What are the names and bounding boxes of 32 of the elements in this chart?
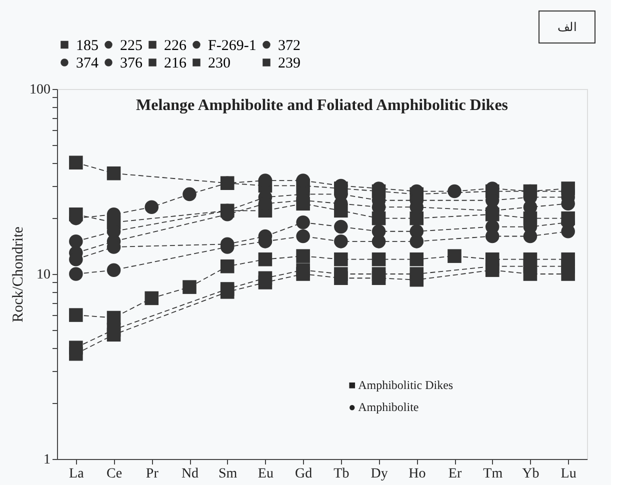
y-tick-label: 1 xyxy=(44,452,50,468)
legend-label: 239 xyxy=(278,56,300,72)
legend-label: 376 xyxy=(120,56,143,72)
y-axis-title: Rock/Chondrite xyxy=(10,226,26,322)
legend-label: 216 xyxy=(164,56,187,72)
text: الف xyxy=(558,20,576,34)
x-tick-label: Sm xyxy=(218,466,238,482)
x-tick-label: Ce xyxy=(106,466,122,482)
x-tick-label: Nd xyxy=(181,466,199,482)
y-tick-label: 100 xyxy=(30,82,50,98)
x-tick-label: La xyxy=(69,466,85,482)
chart-title: Melange Amphibolite and Foliated Amphibolitic Dikes xyxy=(136,97,508,114)
legend-label: 230 xyxy=(208,56,230,72)
annotation: ● Amphibolite xyxy=(348,400,419,414)
legend-label: 185 xyxy=(76,38,98,54)
legend-label: F-269-1 xyxy=(208,38,256,54)
legend-label: 225 xyxy=(120,38,142,54)
y-tick-label: 10 xyxy=(36,268,50,282)
x-tick-label: Dy xyxy=(370,466,388,482)
x-tick-label: Ho xyxy=(408,466,426,482)
x-tick-label: Er xyxy=(448,466,462,482)
x-tick-label: Eu xyxy=(258,466,274,482)
x-tick-label: Tb xyxy=(334,466,350,482)
x-tick-label: Pr xyxy=(146,466,159,482)
x-tick-label: Gd xyxy=(295,466,312,482)
legend-label: 226 xyxy=(164,38,187,54)
legend-label: 372 xyxy=(278,38,300,54)
x-tick-label: Yb xyxy=(522,466,540,482)
legend-label: 374 xyxy=(76,56,99,72)
x-tick-label: Tm xyxy=(483,466,503,482)
x-tick-label: Lu xyxy=(560,466,576,482)
annotation: ■ Amphibolitic Dikes xyxy=(348,378,454,392)
